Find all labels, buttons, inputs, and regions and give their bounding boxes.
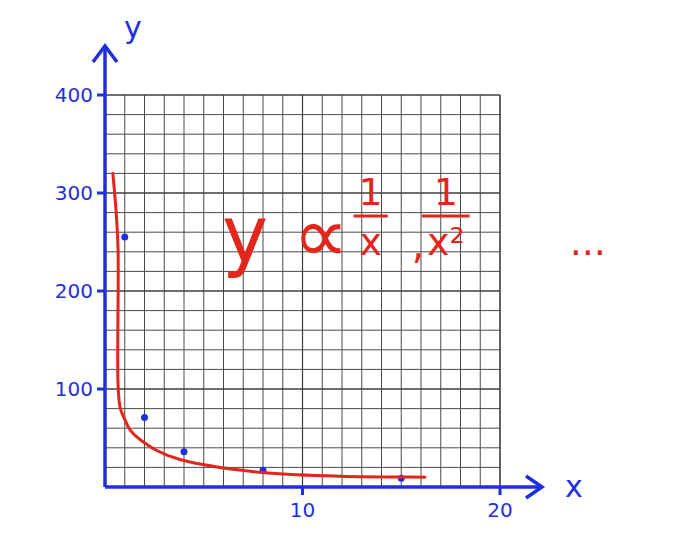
y-tick-label: 200 [55,279,93,303]
y-tick-label: 300 [55,181,93,205]
y-axis [103,48,107,487]
x-axis [105,485,540,489]
x-axis-title: x [565,469,583,504]
data-point [141,414,148,421]
annotation-text: ... [570,220,606,264]
fraction-bar [354,215,388,218]
x-tick [499,487,502,495]
minor-grid-line [105,291,500,292]
x-tick [301,487,304,495]
x-axis-arrow [526,476,542,498]
grid-line [105,388,500,389]
minor-grid-line [105,95,500,96]
fraction-numerator: 1 [359,170,383,214]
chart: y ∝1x,1x²...yx1002003004001020 [0,0,674,535]
y-tick [97,94,105,97]
data-point [181,448,188,455]
y-axis-arrow [93,46,117,62]
fraction-denominator: x² [427,220,465,264]
x-tick-label: 10 [290,498,315,522]
y-tick-label: 100 [55,377,93,401]
annotation-text: y ∝ [222,190,349,280]
grid-line [105,94,500,95]
fraction-numerator: 1 [434,170,458,214]
y-axis-title: y [124,10,142,45]
fraction-denominator: x [359,220,382,264]
fraction-bar [422,215,470,218]
marks [113,173,425,481]
y-tick-label: 400 [55,83,93,107]
annotation: y ∝1x,1x²... [222,170,606,280]
axes [93,46,542,498]
x-tick-label: 20 [487,498,512,522]
y-tick [97,388,105,391]
data-point [121,234,128,241]
annotation-separator: , [412,221,425,267]
minor-grid-line [105,389,500,390]
y-tick [97,290,105,293]
grid-line [105,290,500,291]
y-tick [97,192,105,195]
curve [113,173,425,477]
grid [105,95,500,487]
